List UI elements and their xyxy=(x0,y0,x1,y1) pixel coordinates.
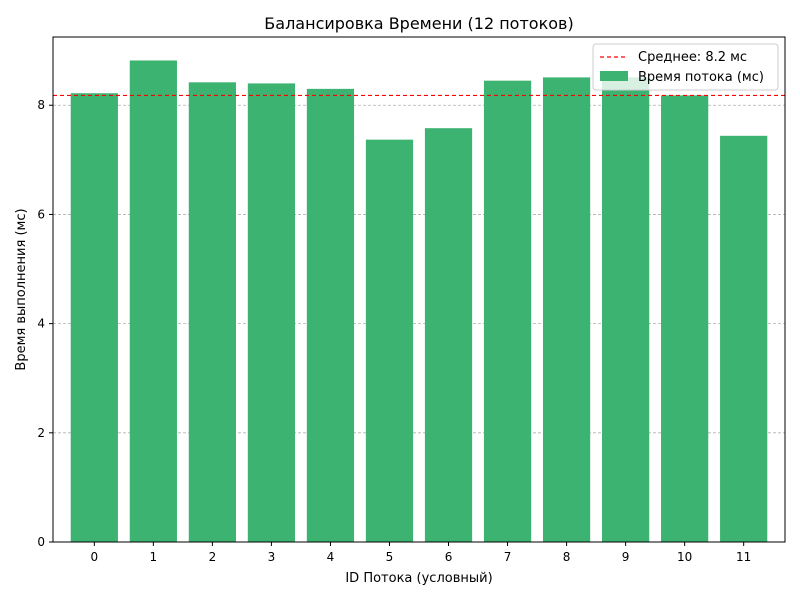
x-tick-label: 11 xyxy=(736,550,751,564)
bar xyxy=(483,80,532,543)
chart-title: Балансировка Времени (12 потоков) xyxy=(264,14,573,33)
x-tick-label: 7 xyxy=(504,550,512,564)
legend: Среднее: 8.2 мс Время потока (мс) xyxy=(592,43,779,91)
bar xyxy=(720,135,768,542)
legend-mean-label: Среднее: 8.2 мс xyxy=(638,50,747,65)
x-tick-label: 9 xyxy=(622,550,630,564)
x-tick-label: 8 xyxy=(563,550,571,564)
y-tick-label: 8 xyxy=(37,98,45,112)
plot-area-frame xyxy=(52,36,786,543)
bar xyxy=(306,88,355,542)
x-tick-label: 5 xyxy=(386,550,394,564)
x-axis-label: ID Потока (условный) xyxy=(345,571,492,586)
bar xyxy=(129,60,177,542)
y-tick-label: 0 xyxy=(37,535,45,549)
bar xyxy=(247,83,296,543)
bar xyxy=(424,128,473,542)
bars xyxy=(70,60,768,543)
bar xyxy=(602,77,650,543)
x-tick-label: 3 xyxy=(268,550,276,564)
bar xyxy=(70,93,118,543)
bar xyxy=(365,139,414,543)
y-tick-label: 4 xyxy=(37,317,45,331)
x-tick-label: 4 xyxy=(327,550,335,564)
bar xyxy=(661,95,709,543)
x-tick-label: 6 xyxy=(445,550,453,564)
legend-box xyxy=(592,43,779,91)
bar xyxy=(542,77,591,543)
legend-bar-swatch xyxy=(600,71,628,81)
legend-series-label: Время потока (мс) xyxy=(638,70,764,85)
x-tick-label: 10 xyxy=(677,550,692,564)
x-tick-label: 0 xyxy=(91,550,99,564)
bar xyxy=(188,82,236,543)
x-axis: 0 1 2 3 4 5 6 7 8 9 10 11 xyxy=(91,542,751,564)
y-axis: 0 2 4 6 8 xyxy=(37,98,53,549)
y-tick-label: 2 xyxy=(37,426,45,440)
x-tick-label: 1 xyxy=(150,550,158,564)
y-axis-label: Время выполнения (мс) xyxy=(14,208,29,370)
y-tick-label: 6 xyxy=(37,207,45,221)
x-tick-label: 2 xyxy=(209,550,217,564)
